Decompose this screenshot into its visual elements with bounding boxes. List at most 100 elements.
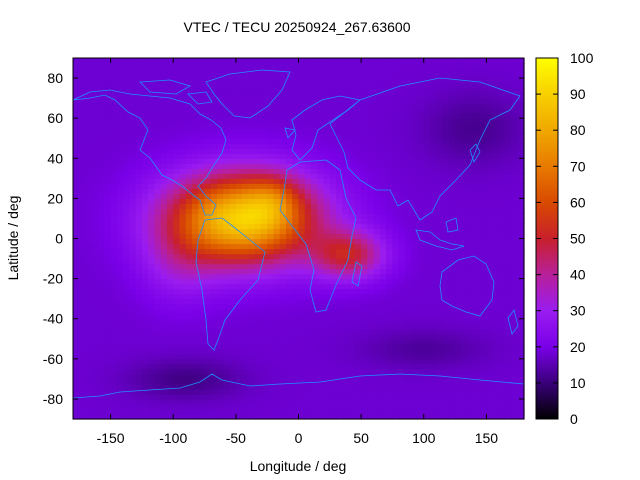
heatmap-cell: [267, 393, 275, 400]
heatmap-cell: [285, 153, 293, 159]
heatmap-cell: [242, 183, 249, 189]
heatmap-cell: [317, 318, 325, 325]
heatmap-cell: [85, 148, 93, 154]
heatmap-cell: [229, 58, 237, 64]
heatmap-cell: [267, 328, 275, 335]
heatmap-cell: [166, 298, 174, 305]
heatmap-cell: [110, 148, 118, 154]
heatmap-cell: [317, 248, 325, 255]
heatmap-cell: [267, 173, 275, 179]
heatmap-cell: [242, 68, 249, 74]
heatmap-cell: [85, 73, 93, 79]
heatmap-cell: [486, 138, 494, 144]
heatmap-cell: [160, 203, 168, 210]
heatmap-cell: [292, 408, 300, 415]
heatmap-cell: [361, 193, 368, 199]
heatmap-cell: [404, 283, 412, 290]
heatmap-cell: [461, 408, 469, 415]
heatmap-cell: [154, 243, 162, 250]
heatmap-cell: [73, 363, 80, 370]
heatmap-cell: [223, 393, 231, 400]
heatmap-cell: [110, 253, 118, 260]
heatmap-cell: [348, 183, 356, 189]
heatmap-cell: [411, 153, 419, 159]
heatmap-cell: [192, 68, 199, 74]
heatmap-cell: [85, 58, 93, 64]
heatmap-cell: [373, 73, 381, 79]
heatmap-cell: [273, 258, 281, 265]
heatmap-cell: [448, 88, 456, 94]
heatmap-cell: [204, 58, 212, 64]
heatmap-cell: [98, 408, 105, 415]
heatmap-cell: [123, 238, 130, 245]
heatmap-cell: [166, 403, 174, 410]
heatmap-cell: [154, 348, 162, 355]
heatmap-cell: [273, 398, 281, 405]
heatmap-cell: [404, 328, 412, 335]
heatmap-cell: [323, 173, 331, 179]
heatmap-cell: [210, 353, 218, 360]
heatmap-cell: [486, 233, 494, 240]
heatmap-cell: [486, 183, 494, 189]
heatmap-cell: [110, 163, 118, 169]
heatmap-cell: [123, 248, 130, 255]
heatmap-cell: [192, 108, 199, 114]
heatmap-cell: [154, 113, 162, 119]
heatmap-cell: [91, 358, 99, 365]
heatmap-cell: [285, 313, 293, 320]
heatmap-cell: [486, 73, 494, 79]
heatmap-cell: [448, 93, 456, 99]
heatmap-cell: [179, 178, 187, 184]
heatmap-cell: [442, 388, 450, 395]
heatmap-cell: [198, 178, 206, 184]
heatmap-cell: [480, 413, 488, 420]
heatmap-cell: [354, 243, 362, 250]
heatmap-cell: [486, 158, 494, 164]
heatmap-cell: [455, 188, 462, 194]
heatmap-cell: [160, 83, 168, 89]
heatmap-cell: [398, 188, 406, 194]
heatmap-cell: [317, 308, 325, 315]
heatmap-cell: [248, 258, 256, 265]
heatmap-cell: [273, 273, 281, 280]
heatmap-cell: [223, 253, 231, 260]
heatmap-cell: [154, 323, 162, 330]
heatmap-cell: [292, 388, 300, 395]
heatmap-cell: [411, 323, 419, 330]
heatmap-cell: [185, 73, 193, 79]
heatmap-cell: [91, 413, 99, 420]
heatmap-cell: [398, 148, 406, 154]
heatmap-cell: [116, 333, 124, 340]
heatmap-cell: [123, 288, 130, 295]
heatmap-cell: [304, 373, 312, 380]
heatmap-cell: [304, 283, 312, 290]
heatmap-cell: [417, 288, 425, 295]
heatmap-cell: [430, 213, 437, 220]
heatmap-cell: [448, 173, 456, 179]
heatmap-cell: [411, 133, 419, 139]
heatmap-cell: [217, 238, 224, 245]
heatmap-cell: [329, 193, 337, 199]
heatmap-cell: [304, 318, 312, 325]
heatmap-cell: [348, 288, 356, 295]
heatmap-cell: [367, 173, 375, 179]
heatmap-cell: [254, 278, 262, 285]
heatmap-cell: [461, 283, 469, 290]
heatmap-cell: [254, 203, 262, 210]
heatmap-cell: [317, 288, 325, 295]
heatmap-cell: [79, 323, 87, 330]
heatmap-cell: [323, 263, 331, 270]
heatmap-cell: [311, 183, 318, 189]
heatmap-cell: [492, 263, 500, 270]
heatmap-cell: [235, 253, 243, 260]
heatmap-cell: [342, 153, 350, 159]
heatmap-cell: [160, 208, 168, 215]
heatmap-cell: [204, 368, 212, 375]
heatmap-cell: [417, 153, 425, 159]
heatmap-cell: [373, 338, 381, 345]
heatmap-cell: [73, 388, 80, 395]
heatmap-cell: [179, 408, 187, 415]
heatmap-cell: [342, 238, 350, 245]
heatmap-cell: [242, 403, 249, 410]
heatmap-cell: [192, 218, 199, 225]
